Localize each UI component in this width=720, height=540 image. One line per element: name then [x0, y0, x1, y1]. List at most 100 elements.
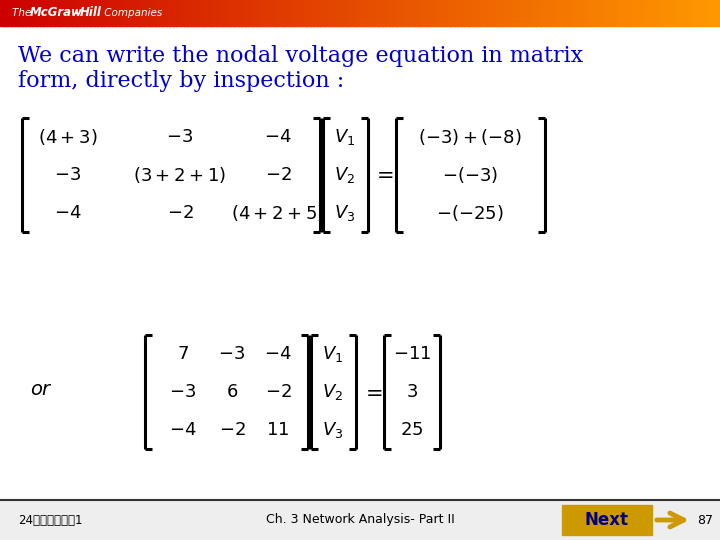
Bar	[374, 0, 379, 26]
Bar	[43, 0, 48, 26]
Bar	[680, 0, 685, 26]
Bar	[536, 0, 541, 26]
Bar	[371, 0, 375, 26]
Bar	[270, 0, 274, 26]
Bar	[565, 0, 570, 26]
Bar	[554, 0, 559, 26]
Bar	[320, 0, 325, 26]
Bar	[608, 0, 613, 26]
Bar	[40, 0, 44, 26]
Bar	[180, 0, 184, 26]
Bar	[119, 0, 123, 26]
Bar	[238, 0, 242, 26]
Bar	[713, 0, 717, 26]
Text: $(4+3)$: $(4+3)$	[38, 127, 98, 147]
Bar	[659, 0, 663, 26]
Bar	[140, 0, 145, 26]
Bar	[670, 0, 674, 26]
Bar	[385, 0, 390, 26]
Bar	[500, 0, 505, 26]
Bar	[522, 0, 526, 26]
Bar	[115, 0, 120, 26]
Bar	[590, 0, 595, 26]
Bar	[684, 0, 688, 26]
Bar	[493, 0, 498, 26]
Bar	[515, 0, 519, 26]
Bar	[158, 0, 163, 26]
Text: $11$: $11$	[266, 421, 289, 439]
Bar	[277, 0, 282, 26]
Bar	[403, 0, 408, 26]
Bar	[706, 0, 710, 26]
Bar	[612, 0, 616, 26]
Bar	[562, 0, 566, 26]
Text: $-4$: $-4$	[264, 128, 292, 146]
Bar	[36, 0, 40, 26]
Bar	[702, 0, 706, 26]
Bar	[529, 0, 534, 26]
Bar	[562, 505, 652, 535]
Bar	[176, 0, 181, 26]
Bar	[310, 0, 314, 26]
Bar	[616, 0, 620, 26]
Bar	[194, 0, 199, 26]
Bar	[428, 0, 433, 26]
Bar	[209, 0, 213, 26]
Bar	[464, 0, 469, 26]
Bar	[7, 0, 12, 26]
Bar	[540, 0, 544, 26]
Bar	[461, 0, 465, 26]
Bar	[382, 0, 386, 26]
Text: $(3+2+1)$: $(3+2+1)$	[133, 165, 227, 185]
Bar	[432, 0, 436, 26]
Text: Hill: Hill	[80, 6, 102, 19]
Bar	[144, 0, 148, 26]
Bar	[454, 0, 458, 26]
Text: Next: Next	[585, 511, 629, 529]
Bar	[130, 0, 134, 26]
Bar	[338, 0, 343, 26]
Bar	[389, 0, 393, 26]
Bar	[86, 0, 91, 26]
Bar	[544, 0, 548, 26]
Bar	[18, 0, 22, 26]
Bar	[133, 0, 138, 26]
Bar	[173, 0, 177, 26]
Bar	[184, 0, 188, 26]
Bar	[655, 0, 660, 26]
Text: $=$: $=$	[372, 165, 394, 185]
Text: We can write the nodal voltage equation in matrix: We can write the nodal voltage equation …	[18, 45, 583, 67]
Bar	[198, 0, 202, 26]
Bar	[22, 0, 26, 26]
Bar	[518, 0, 523, 26]
Bar	[32, 0, 37, 26]
Bar	[248, 0, 253, 26]
Text: Companies: Companies	[101, 8, 162, 18]
Bar	[0, 500, 720, 540]
Bar	[360, 0, 364, 26]
Text: $-(-3)$: $-(-3)$	[442, 165, 498, 185]
Bar	[83, 0, 87, 26]
Bar	[634, 0, 638, 26]
Bar	[0, 0, 4, 26]
Bar	[234, 0, 238, 26]
Bar	[256, 0, 260, 26]
Bar	[284, 0, 289, 26]
Bar	[468, 0, 472, 26]
Bar	[324, 0, 328, 26]
Text: $V_{2}$: $V_{2}$	[335, 165, 356, 185]
Text: $-4$: $-4$	[264, 345, 292, 363]
Bar	[533, 0, 537, 26]
Text: $-2$: $-2$	[264, 166, 292, 184]
Bar	[126, 0, 130, 26]
Text: $-3$: $-3$	[166, 128, 194, 146]
Bar	[436, 0, 440, 26]
Bar	[572, 0, 577, 26]
Bar	[547, 0, 552, 26]
Bar	[648, 0, 652, 26]
Bar	[97, 0, 102, 26]
Bar	[367, 0, 372, 26]
Bar	[274, 0, 278, 26]
Bar	[162, 0, 166, 26]
Bar	[526, 0, 530, 26]
